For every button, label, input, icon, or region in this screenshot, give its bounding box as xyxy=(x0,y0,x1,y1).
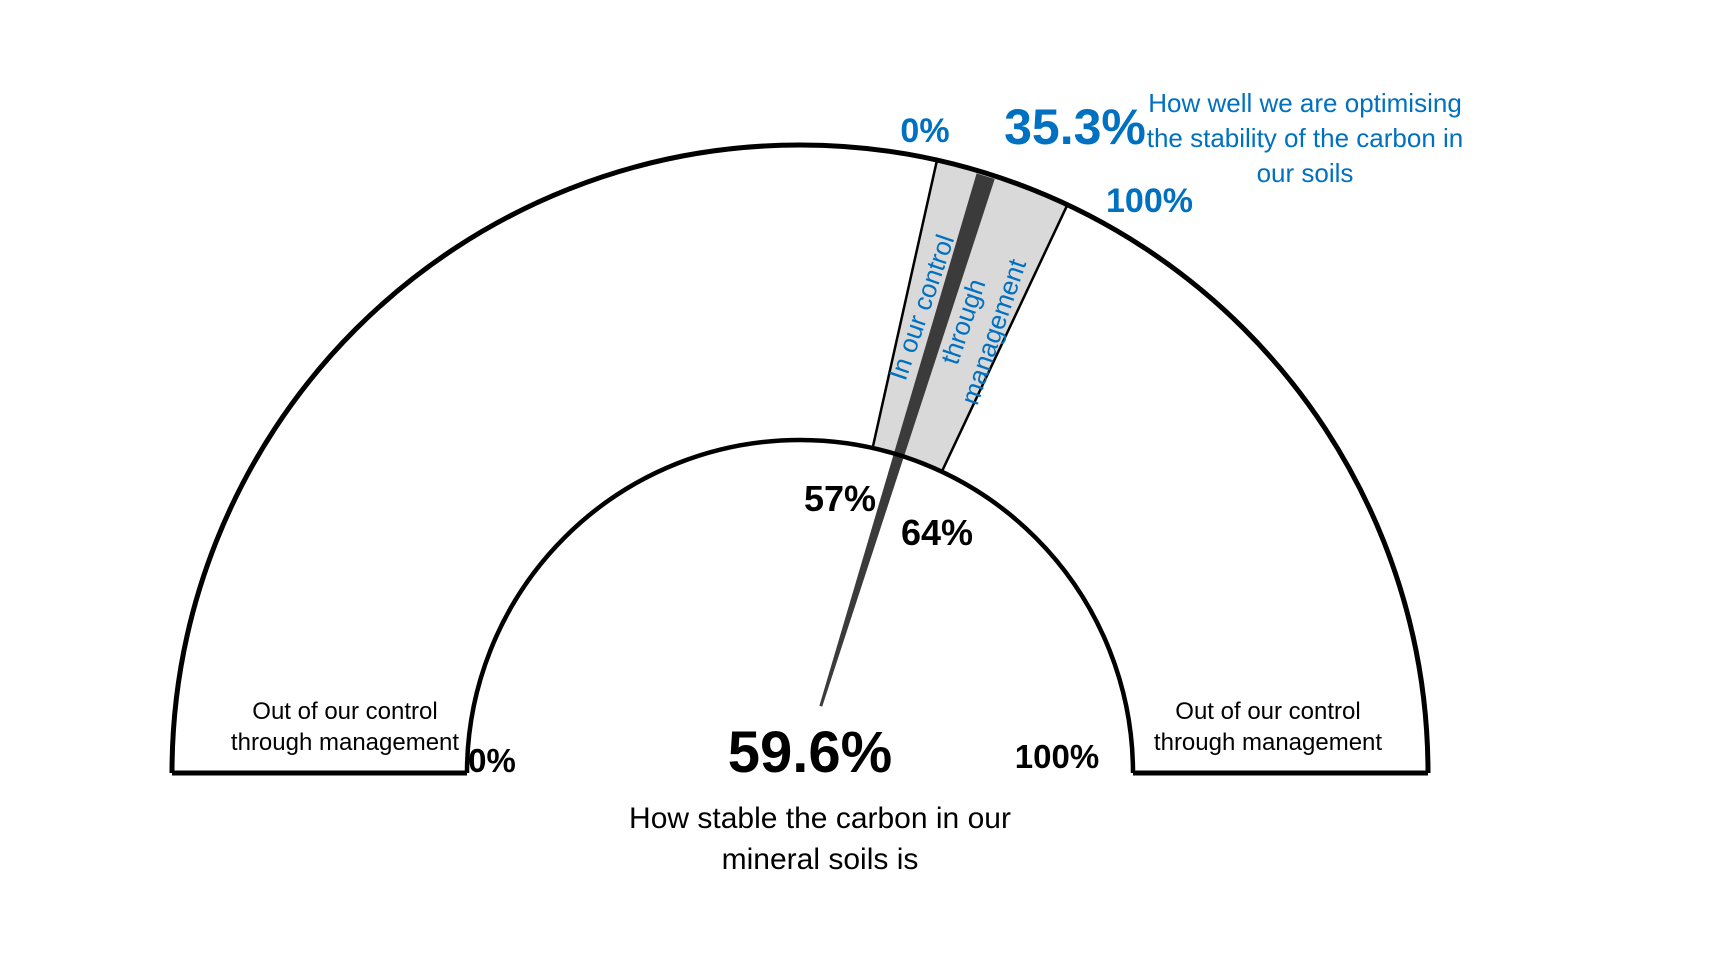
gauge-caption-line-1: How stable the carbon in our xyxy=(629,802,1011,835)
right-region-line-2: through management xyxy=(1153,729,1383,756)
right-region-label: Out of our control through management xyxy=(1148,696,1388,758)
band-start-label: 57% xyxy=(803,478,877,519)
gauge-value-label: 59.6% xyxy=(727,720,893,785)
inner-arc xyxy=(464,437,1136,774)
left-region-label: Out of our control through management xyxy=(225,696,465,758)
gauge-min-label: 0% xyxy=(468,742,516,779)
band-caption-line-3: our soils xyxy=(1256,158,1354,188)
gauge-max-label: 100% xyxy=(1014,738,1100,775)
left-region-line-2: through management xyxy=(230,729,460,756)
band-caption-line-2: the stability of the carbon in xyxy=(1146,123,1464,153)
gauge-caption-line-2: mineral soils is xyxy=(721,843,919,876)
gauge-needle xyxy=(819,173,995,707)
band-caption-line-1: How well we are optimising xyxy=(1148,88,1462,118)
band-value-caption: How well we are optimising the stability… xyxy=(1122,86,1488,191)
band-scale-max-label: 100% xyxy=(1106,182,1193,220)
band-value-label: 35.3% xyxy=(1004,99,1146,155)
outer-arc xyxy=(169,142,1431,774)
left-region-line-1: Out of our control xyxy=(252,698,438,725)
right-region-line-1: Out of our control xyxy=(1175,698,1361,725)
band-scale-min-label: 0% xyxy=(900,112,950,150)
gauge-value-caption: How stable the carbon in our mineral soi… xyxy=(618,798,1022,880)
band-end-label: 64% xyxy=(900,512,974,553)
